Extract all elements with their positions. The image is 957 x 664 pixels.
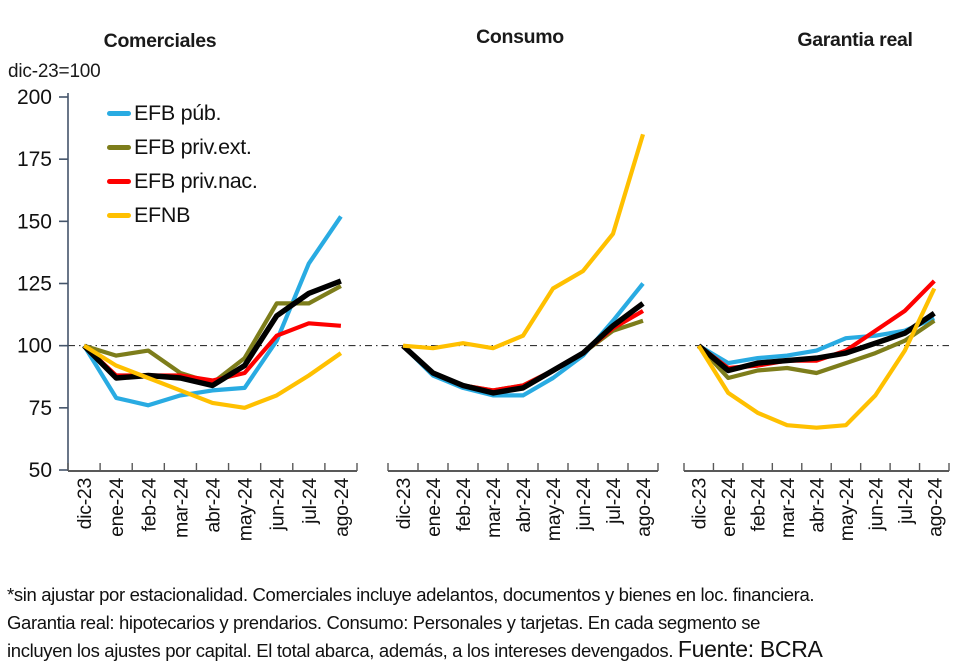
footnote-line-3: incluyen los ajustes por capital. El tot… [7,640,674,661]
month-label-may-24: may-24 [235,478,257,542]
series-line-efb_priv_nac-comerciales [82,321,342,383]
month-label-abr-24: abr-24 [513,478,535,533]
series-line-total-comerciales [82,278,342,389]
legend-item-efnb: EFNB [107,198,258,232]
y-tick-label: 125 [17,273,52,296]
legend-label-efb-pub: EFB púb. [134,100,222,125]
month-label-ago-24: ago-24 [633,478,655,537]
month-label-ene-24: ene-24 [423,478,445,537]
y-tick-label: 50 [29,459,52,482]
legend: EFB púb. EFB priv.ext. EFB priv.nac. EFN… [107,96,258,232]
month-label-may-24: may-24 [836,478,858,542]
footnote-line-1: *sin ajustar por estacionalidad. Comerci… [7,584,815,605]
month-label-mar-24: mar-24 [483,478,505,538]
index-base-note: dic-23=100 [8,61,101,82]
month-label-feb-24: feb-24 [453,478,475,532]
legend-line-swatch-red [107,178,131,184]
month-label-feb-24: feb-24 [138,478,160,532]
month-label-mar-24: mar-24 [170,478,192,538]
month-label-ene-24: ene-24 [106,478,128,537]
month-label-mar-24: mar-24 [777,478,799,538]
footnote: *sin ajustar por estacionalidad. Comerci… [7,581,953,664]
y-tick-label: 175 [17,148,52,171]
y-tick-label: 75 [29,397,52,420]
month-label-ago-24: ago-24 [331,478,353,537]
legend-line-swatch-blue [107,110,131,116]
legend-item-efb-pub: EFB púb. [107,96,258,130]
month-label-jun-24: jun-24 [865,478,887,532]
month-label-dic-23: dic-23 [689,478,711,529]
month-label-ago-24: ago-24 [924,478,946,537]
legend-line-swatch-yellow [107,212,131,218]
y-tick-label: 100 [17,335,52,358]
series-line-efb_priv_ext-garantia-real [697,319,936,381]
month-label-jul-24: jul-24 [895,478,917,525]
month-label-jul-24: jul-24 [603,478,625,525]
series-line-efnb-garantia-real [696,287,937,430]
series-line-efb_pub-consumo [401,282,645,398]
month-label-abr-24: abr-24 [807,478,829,533]
month-label-feb-24: feb-24 [748,478,770,532]
series-line-total-garantia-real [696,311,936,374]
y-tick-label: 200 [17,86,52,109]
legend-item-efb-priv-ext: EFB priv.ext. [107,130,258,164]
month-label-jun-24: jun-24 [573,478,595,532]
source-label: Fuente: BCRA [677,636,823,662]
month-label-dic-23: dic-23 [74,478,96,529]
legend-label-efb-priv-ext: EFB priv.ext. [134,134,252,159]
legend-label-efb-priv-nac: EFB priv.nac. [134,168,258,193]
month-label-jul-24: jul-24 [299,478,321,525]
series-line-total-consumo [401,301,645,396]
legend-label-efnb: EFNB [134,202,191,227]
month-label-abr-24: abr-24 [203,478,225,533]
series-line-efnb-consumo [402,133,646,351]
panel-title-garantia-real: Garantia real [797,29,913,51]
footnote-line-2: Garantia real: hipotecarios y prendarios… [7,611,761,633]
y-tick-label: 150 [17,210,52,233]
series-line-efnb-comerciales [82,343,343,410]
plot-area: 200 175 150 125 100 75 50 dic-23 ene-24 feb-24 mar… [17,86,950,542]
legend-item-efb-priv-nac: EFB priv.nac. [107,164,258,198]
series-line-efb_pub-comerciales [82,215,343,408]
series-line-efb_pub-garantia-real [697,316,936,366]
panel-title-comerciales: Comerciales [103,30,217,52]
series-line-efb_priv_nac-garantia-real [697,279,936,371]
month-label-may-24: may-24 [543,478,565,542]
month-label-ene-24: ene-24 [718,478,740,537]
month-label-dic-23: dic-23 [393,478,415,529]
month-label-jun-24: jun-24 [267,478,289,532]
legend-line-swatch-olive [107,144,131,150]
panel-title-consumo: Consumo [476,26,564,48]
